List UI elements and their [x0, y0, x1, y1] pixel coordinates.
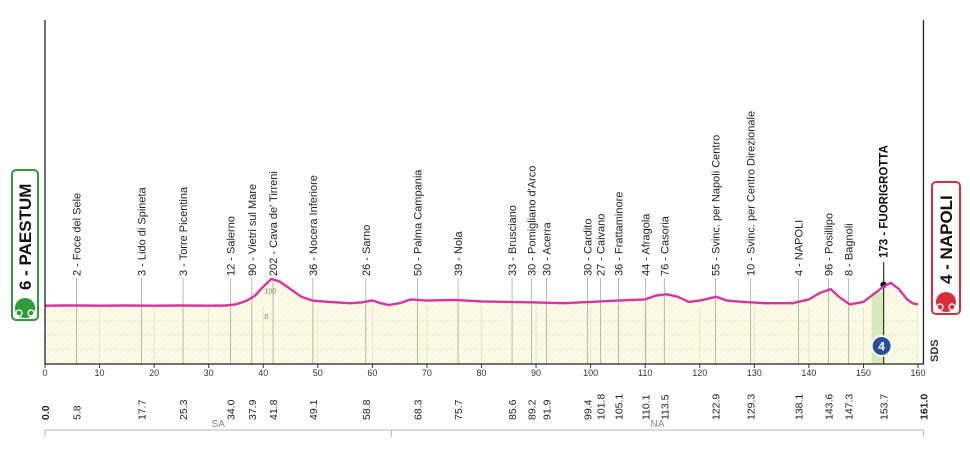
- x-tick-label: 140: [801, 368, 816, 378]
- x-tick-label: 130: [747, 368, 762, 378]
- waypoint-label: 36 - Nocera Inferiore: [308, 175, 320, 276]
- finish-bike-icon: [936, 292, 956, 312]
- waypoint-label: 3 - Torre Picentina: [178, 186, 190, 276]
- x-tick-label: 80: [476, 368, 486, 378]
- waypoint-km-label: 122.9: [711, 394, 723, 420]
- region-label: NA: [651, 419, 665, 430]
- x-tick-label: 10: [95, 368, 105, 378]
- waypoint-km-label: 58.8: [361, 399, 373, 420]
- waypoint-km-label: 5.8: [72, 405, 84, 420]
- finish-waypoint-label: 173 - FUORIGROTTA: [879, 145, 891, 258]
- waypoint-km-label: 129.3: [745, 394, 757, 420]
- x-tick-label: 70: [422, 368, 432, 378]
- x-tick-label: 60: [367, 368, 377, 378]
- waypoint-label: 96 - Posillipo: [824, 213, 836, 276]
- waypoint-km-label: 37.9: [247, 399, 259, 420]
- waypoint-km-label: 138.1: [794, 394, 806, 420]
- x-tick-label: 40: [258, 368, 268, 378]
- waypoint-label: 90 - Vietri sul Mare: [247, 184, 259, 276]
- waypoint-label: 76 - Casoria: [659, 215, 671, 276]
- region-bracket: [44, 429, 392, 437]
- waypoint-label: 39 - Nola: [453, 230, 465, 276]
- waypoint-label: 50 - Palma Campania: [413, 169, 425, 276]
- start-box: [11, 169, 39, 321]
- profile-elevation-label: 100: [264, 289, 276, 296]
- x-tick-label: 90: [531, 368, 541, 378]
- waypoint-km-label: 91.9: [541, 399, 553, 420]
- waypoint-label: 30 - Cardito: [582, 219, 594, 276]
- waypoint-km-label: 25.3: [178, 399, 190, 420]
- x-tick-label: 100: [583, 368, 598, 378]
- profile-elevation-label: 0: [264, 314, 268, 321]
- start-bike-wheels: [15, 309, 35, 317]
- waypoint-km-label: 85.6: [507, 399, 519, 420]
- finish-badge-icon: [870, 335, 893, 357]
- waypoint-label: 30 - Acerra: [541, 221, 553, 276]
- x-tick-label: 120: [692, 368, 707, 378]
- waypoint-label: 26 - Sarno: [361, 225, 373, 276]
- waypoint-label: 27 - Caivano: [595, 214, 607, 276]
- waypoint-km-label: 41.8: [268, 399, 280, 420]
- start-bike-icon: [15, 298, 35, 318]
- waypoint-label: 8 - Bagnoli: [844, 223, 856, 276]
- waypoint-km-label: 147.3: [844, 394, 856, 420]
- waypoint-km-label: 75.7: [453, 399, 465, 420]
- x-tick-label: 160: [910, 368, 925, 378]
- region-label: SA: [212, 419, 226, 430]
- x-tick-label: 30: [204, 368, 214, 378]
- waypoint-km-label: 113.5: [659, 394, 671, 420]
- waypoint-km-label: 34.0: [226, 399, 238, 420]
- waypoint-label: 4 - NAPOLI: [794, 220, 806, 276]
- finish-badge-text: 4: [878, 340, 885, 354]
- waypoint-km-label: 49.1: [308, 399, 320, 420]
- waypoint-km-label: 105.1: [613, 394, 625, 420]
- waypoint-km-label: 110.1: [641, 394, 653, 420]
- finish-km-label: 153.7: [879, 394, 891, 420]
- waypoint-km-label: 17.7: [137, 399, 149, 420]
- waypoint-km-label: 99.4: [582, 399, 594, 420]
- profile-line: [44, 277, 919, 307]
- start-town-label: 6 - PAESTUM: [16, 184, 35, 290]
- finish-box: [931, 181, 961, 315]
- waypoint-label: 36 - Frattaminore: [613, 192, 625, 276]
- x-tick-label: 0: [42, 368, 47, 378]
- km-end-label: 161.0: [918, 394, 930, 420]
- waypoint-label: 202 - Cava de' Tirreni: [268, 171, 280, 276]
- waypoint-label: 33 - Brusciano: [507, 205, 519, 276]
- waypoint-km-label: 68.3: [413, 399, 425, 420]
- waypoint-label: 3 - Lido di Spineta: [137, 186, 149, 276]
- x-tick-label: 20: [149, 368, 159, 378]
- x-tick-label: 150: [856, 368, 871, 378]
- side-marker-label: SDS: [929, 339, 941, 362]
- waypoint-label: 30 - Pomigliano d'Arco: [527, 166, 539, 276]
- waypoint-km-label: 89.2: [527, 399, 539, 420]
- waypoint-label: 10 - Svinc. per Centro Direzionale: [745, 111, 757, 276]
- x-tick-label: 110: [638, 368, 652, 378]
- waypoint-label: 2 - Foce del Sele: [72, 193, 84, 276]
- waypoint-label: 12 - Salerno: [226, 216, 238, 276]
- waypoint-label: 55 - Svinc. per Napoli Centro: [711, 135, 723, 276]
- waypoint-km-label: 143.6: [824, 394, 836, 420]
- region-bracket: [390, 429, 924, 437]
- km-start-label: 0.0: [40, 405, 52, 420]
- finish-town-label: 4 - NAPOLI: [937, 195, 956, 284]
- x-tick-label: 50: [313, 368, 323, 378]
- finish-bike-wheels: [936, 303, 956, 311]
- waypoint-km-label: 101.8: [595, 394, 607, 420]
- waypoint-label: 44 - Afragola: [641, 213, 653, 276]
